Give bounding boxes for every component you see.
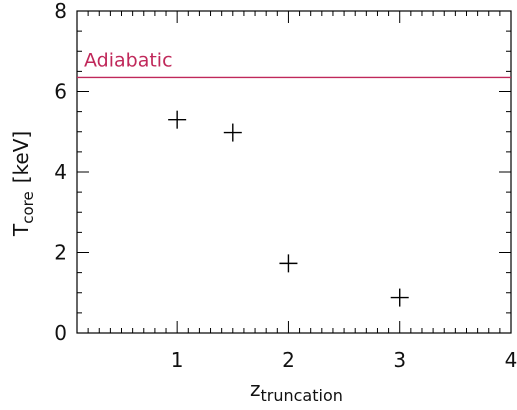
axes: 1 2 3 4 0 2 4 6 8 xyxy=(54,0,517,372)
x-tick-label: 2 xyxy=(282,348,295,372)
y-axis-label-unit: [keV] xyxy=(9,131,33,183)
x-tick-label: 1 xyxy=(171,348,184,372)
svg-text:ztruncation: ztruncation xyxy=(250,377,343,405)
data-point xyxy=(223,123,242,142)
data-point xyxy=(279,254,298,273)
y-tick-label: 2 xyxy=(54,241,67,265)
y-tick-label: 4 xyxy=(54,160,67,184)
y-axis-label-main: T xyxy=(9,223,33,237)
x-axis-label-main: z xyxy=(250,377,261,401)
adiabatic-label: Adiabatic xyxy=(84,49,173,71)
y-axis-label: Tcore [keV] xyxy=(9,131,37,237)
data-point xyxy=(390,288,409,307)
x-tick-label: 3 xyxy=(393,348,406,372)
y-axis-label-sub: core xyxy=(19,191,37,224)
adiabatic-reference: Adiabatic xyxy=(77,49,511,79)
y-tick-label: 0 xyxy=(54,321,67,345)
y-tick-label: 8 xyxy=(54,0,67,23)
svg-text:Tcore[keV]: Tcore [keV] xyxy=(9,131,37,237)
data-point xyxy=(168,110,187,129)
x-axis-label-sub: truncation xyxy=(261,386,343,405)
y-tick-label: 6 xyxy=(54,80,67,104)
x-axis-label: ztruncation xyxy=(250,377,343,405)
x-tick-label: 4 xyxy=(505,348,517,372)
data-points xyxy=(168,110,409,307)
